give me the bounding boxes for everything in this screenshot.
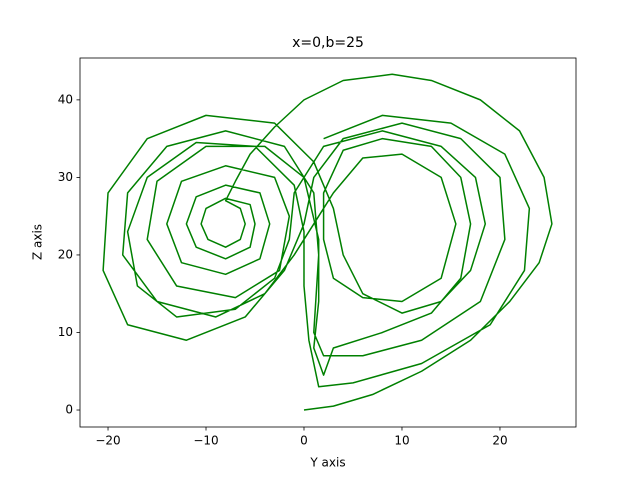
x-tick-label: −10 bbox=[193, 434, 218, 448]
x-tick-label: 0 bbox=[300, 434, 308, 448]
chart-title: x=0,b=25 bbox=[292, 35, 364, 51]
plot-frame bbox=[79, 57, 577, 428]
y-tick-label: 30 bbox=[58, 170, 73, 184]
x-tick-label: 20 bbox=[492, 434, 507, 448]
y-tick-label: 10 bbox=[58, 325, 73, 339]
x-axis-label: Y axis bbox=[309, 456, 345, 470]
y-axis-label: Z axis bbox=[31, 224, 45, 260]
y-tick-label: 40 bbox=[58, 92, 73, 106]
y-tick-label: 20 bbox=[58, 247, 73, 261]
x-tick-label: 10 bbox=[394, 434, 409, 448]
y-tick-label: 0 bbox=[65, 403, 73, 417]
x-tick-label: −20 bbox=[95, 434, 120, 448]
trajectory-line bbox=[102, 73, 553, 411]
